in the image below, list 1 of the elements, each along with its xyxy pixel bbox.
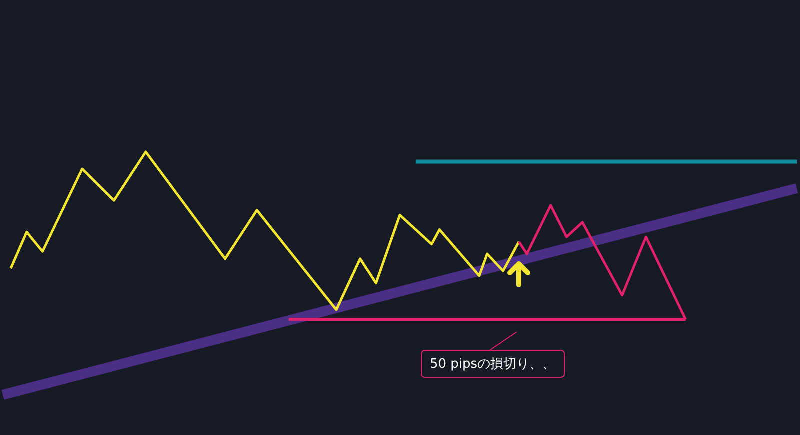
- annotation: 50 pipsの損切り、、: [421, 350, 565, 378]
